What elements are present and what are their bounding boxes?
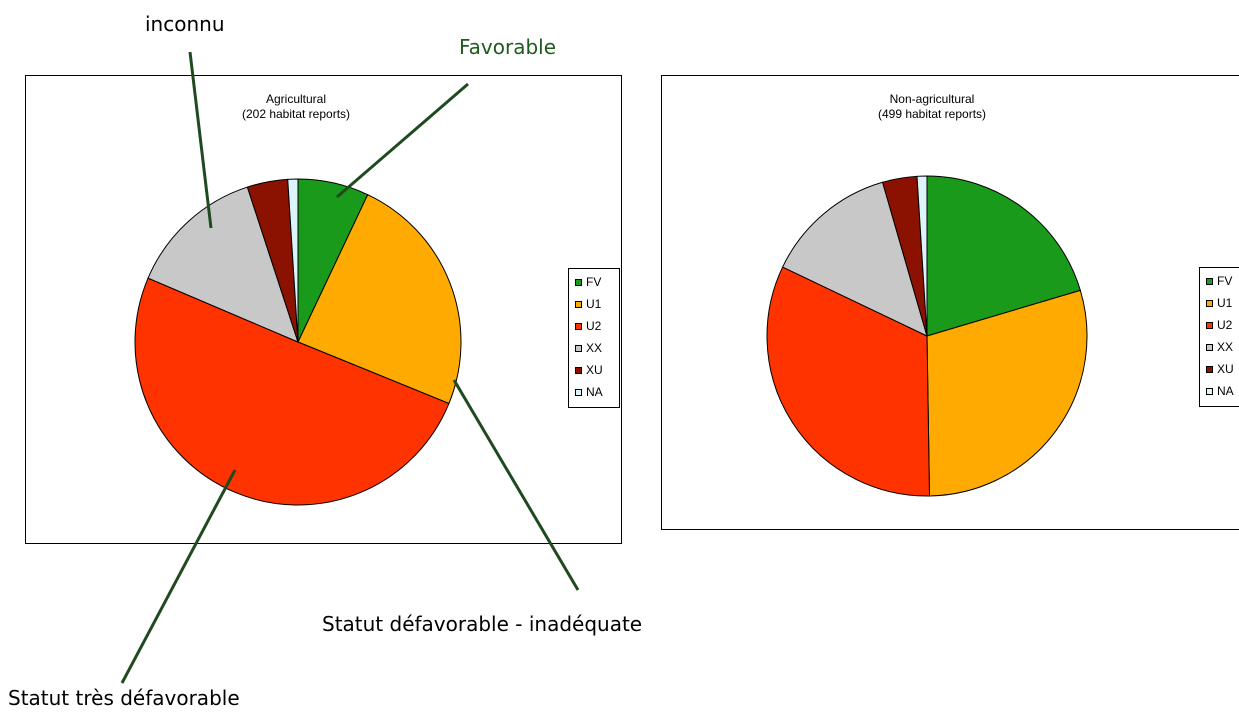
- legend-label: XU: [586, 363, 603, 377]
- legend-non-agricultural: FV U1 U2 XX XU NA: [1199, 267, 1239, 407]
- legend-item-u1: U1: [575, 295, 601, 313]
- legend-swatch: [1206, 365, 1213, 373]
- legend-item-u2: U2: [575, 317, 601, 335]
- annotation-inadequate: Statut défavorable - inadéquate: [322, 612, 643, 636]
- pie-slice-xx: [147, 186, 299, 343]
- legend-item-xx: XX: [575, 339, 602, 357]
- legend-swatch: [575, 366, 582, 374]
- pie-slice-na: [916, 175, 928, 337]
- arrow-inadequate: [452, 379, 580, 591]
- legend-label: XX: [586, 341, 603, 355]
- legend-agricultural: FV U1 U2 XX XU NA: [568, 268, 620, 408]
- arrow-favorable: [336, 82, 469, 199]
- legend-swatch: [1206, 343, 1213, 351]
- legend-item-xu: XU: [575, 361, 603, 379]
- legend-swatch: [575, 344, 582, 352]
- pie-slice-fv: [926, 175, 1081, 337]
- chart-subtitle: (499 habitat reports): [877, 107, 987, 121]
- pie-slice-u1: [297, 194, 462, 405]
- legend-label: NA: [1217, 384, 1234, 398]
- legend-label: U2: [586, 319, 602, 333]
- legend-swatch: [1206, 299, 1213, 307]
- legend-swatch: [1206, 277, 1213, 285]
- annotation-bad: Statut très défavorable: [8, 686, 240, 710]
- legend-label: NA: [586, 385, 603, 399]
- legend-label: XU: [1217, 362, 1234, 376]
- pie-slice-u1: [926, 289, 1088, 497]
- chart-title: Agricultural: [265, 92, 327, 106]
- pie-slice-u2: [766, 266, 931, 497]
- legend-label: U1: [1217, 296, 1233, 310]
- legend-swatch: [575, 388, 582, 396]
- legend-label: FV: [1217, 274, 1233, 288]
- legend-swatch: [575, 322, 582, 330]
- chart-title-agricultural: Agricultural (202 habitat reports): [226, 92, 366, 122]
- pie-slice-na: [287, 178, 299, 343]
- annotation-unknown: inconnu: [145, 12, 225, 36]
- chart-title-non-agricultural: Non-agricultural (499 habitat reports): [857, 92, 1007, 122]
- legend-item-fv: FV: [1206, 272, 1232, 290]
- legend-label: FV: [586, 275, 602, 289]
- legend-item-xx: XX: [1206, 338, 1233, 356]
- arrow-bad: [120, 469, 237, 684]
- legend-item-fv: FV: [575, 273, 601, 291]
- annotation-favorable: Favorable: [459, 35, 557, 59]
- chart-title: Non-agricultural: [889, 92, 975, 106]
- chart-subtitle: (202 habitat reports): [241, 107, 351, 121]
- legend-item-na: NA: [1206, 382, 1234, 400]
- legend-label: U2: [1217, 318, 1233, 332]
- legend-item-u1: U1: [1206, 294, 1232, 312]
- arrow-unknown: [188, 51, 213, 229]
- legend-item-xu: XU: [1206, 360, 1234, 378]
- legend-swatch: [575, 300, 582, 308]
- legend-item-u2: U2: [1206, 316, 1232, 334]
- pie-slice-u2: [134, 277, 450, 506]
- legend-label: XX: [1217, 340, 1234, 354]
- legend-label: U1: [586, 297, 602, 311]
- legend-item-na: NA: [575, 383, 603, 401]
- legend-swatch: [1206, 321, 1213, 329]
- legend-swatch: [1206, 387, 1213, 395]
- pie-slice-xx: [781, 181, 928, 337]
- legend-swatch: [575, 278, 582, 286]
